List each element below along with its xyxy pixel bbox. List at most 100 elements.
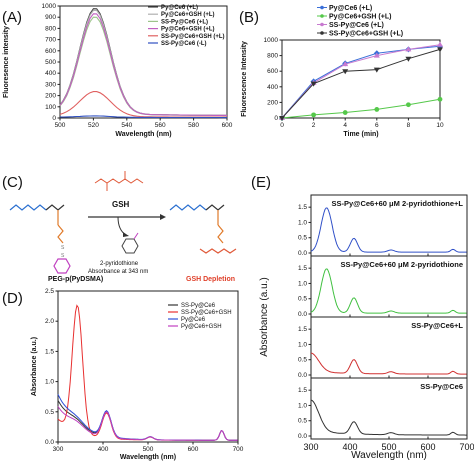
chart-e: (E) Wavelength (nm) Absorbance (a.u.) 0.0 0… xyxy=(251,174,474,461)
chart-d-x-tick-label: 700 xyxy=(233,446,244,453)
chart-a-y-tick-label: 100 xyxy=(45,104,56,111)
product-label: 2-pyridothione xyxy=(100,261,139,267)
chart-a-x-tick-label: 600 xyxy=(222,122,233,129)
product-polymer-structure xyxy=(169,204,237,254)
chart-b-y-tick-label: 1000 xyxy=(264,37,279,44)
chart-b-y-tick-label: 200 xyxy=(267,99,278,106)
scheme-c: (C) S S PEG-p(PyDSMA) GSH 2-pyridothione… xyxy=(2,171,237,283)
reagent-label: GSH xyxy=(112,200,130,209)
chart-a-y-tick-label: 500 xyxy=(45,59,56,66)
chart-e-series-line xyxy=(310,352,467,375)
chart-d-legend-label: Py@Ce6 xyxy=(181,317,206,323)
chart-a-y-tick-label: 900 xyxy=(45,14,56,21)
chart-e-y-tick-label: 1.0 xyxy=(298,402,307,409)
chart-a-series-line xyxy=(59,13,227,116)
chart-d-x-tick-label: 500 xyxy=(143,446,154,453)
chart-a-y-tick-label: 400 xyxy=(45,70,56,77)
chart-b-point xyxy=(373,52,380,58)
chart-a-y-tick-label: 200 xyxy=(45,93,56,100)
side-arrow xyxy=(117,216,127,236)
chart-e-y-tick-label: 1.0 xyxy=(298,219,307,226)
chart-b-point xyxy=(310,81,317,87)
chart-a-y-tick-label: 600 xyxy=(45,48,56,55)
chart-d-x-tick-label: 600 xyxy=(188,446,199,453)
chart-b-plot-frame xyxy=(281,39,441,119)
chart-e-y-tick-label: 1.5 xyxy=(298,387,307,394)
chart-b-point xyxy=(437,47,443,53)
chart-e-y-tick-label: 1.5 xyxy=(298,326,307,333)
chart-e-panel-label: SS-Py@Ce6+L xyxy=(411,321,463,330)
chart-a-legend-label: SS-Py@Ce6 (+L) xyxy=(161,19,208,25)
chart-b-point xyxy=(405,56,412,62)
chart-b-legend-marker xyxy=(320,22,324,27)
panel-label-a: (A) xyxy=(2,9,22,26)
chart-a-x-label: Wavelength (nm) xyxy=(115,131,171,138)
chart-b: (B) 0 2 4 6 8 10 0 200 400 600 800 1000 Time (min) Fl… xyxy=(239,5,444,138)
depletion-label: GSH Depletion xyxy=(186,276,235,283)
chart-e-x-tick-label: 300 xyxy=(303,442,318,452)
chart-a-y-tick-label: 1000 xyxy=(42,3,57,10)
chart-e-series-line xyxy=(310,268,467,314)
panel-e: (E) Wavelength (nm) Absorbance (a.u.) 0.0 0… xyxy=(245,165,474,462)
panel-d: (D) 300 400 500 600 700 0.0 0.5 1.0 1.5 2.0 2.5 Wav… xyxy=(0,285,245,462)
chart-a-x-tick-label: 540 xyxy=(121,122,132,129)
chart-a-legend-label: SS-Py@Ce6+GSH (+L) xyxy=(161,34,225,40)
chart-b-legend-marker xyxy=(320,14,324,18)
chart-e-y-tick-label: 1.0 xyxy=(298,341,307,348)
chart-b-legend-marker xyxy=(320,31,324,35)
chart-d-legend-label: Py@Ce6+GSH xyxy=(181,324,222,330)
chart-b-legend-label: SS-Py@Ce6 (+L) xyxy=(329,22,384,29)
chart-e-y-tick-label: 0.5 xyxy=(298,296,307,303)
chart-e-series-line xyxy=(310,399,467,436)
arrow-head xyxy=(160,214,166,220)
chart-e-y-tick-label: 0.0 xyxy=(298,433,307,440)
chart-d-x-tick-label: 300 xyxy=(53,446,64,453)
chart-e-panel-label: SS-Py@Ce6+60 μM 2-pyridothione+L xyxy=(331,199,463,208)
chart-a-legend-label: Py@Ce6+GSH (+L) xyxy=(161,27,215,33)
chart-b-legend-label: Py@Ce6 (+L) xyxy=(329,5,372,12)
chart-b-series-line xyxy=(281,48,441,119)
chart-b-x-tick-label: 0 xyxy=(280,122,284,129)
chart-d-series-line xyxy=(57,406,238,441)
chart-b-point xyxy=(405,46,412,52)
chart-a-y-tick-label: 700 xyxy=(45,37,56,44)
svg-text:S: S xyxy=(61,253,65,259)
chart-d-y-tick-label: 2.5 xyxy=(45,288,54,295)
gsh-structure xyxy=(94,171,144,191)
chart-e-x-tick-label: 500 xyxy=(381,442,396,452)
chart-b-y-tick-label: 0 xyxy=(274,115,278,122)
chart-b-point xyxy=(373,67,380,73)
chart-e-x-tick-label: 700 xyxy=(459,442,474,452)
chart-b-y-label: Fluorescence Intensity xyxy=(241,41,248,117)
chart-b-series-line xyxy=(281,44,441,119)
chart-b-point xyxy=(437,96,443,102)
chart-b-x-tick-label: 6 xyxy=(375,122,379,129)
chart-a-legend-label: Py@Ce6 (+L) xyxy=(161,5,198,11)
chart-b-legend-marker xyxy=(320,5,324,10)
chart-a-x-tick-label: 500 xyxy=(55,122,66,129)
chart-a-series-line xyxy=(60,115,227,119)
chart-b-x-tick-label: 2 xyxy=(312,122,316,129)
chart-e-y-tick-label: 0.5 xyxy=(298,235,307,242)
panel-label-e: (E) xyxy=(251,174,271,191)
chart-e-series-line xyxy=(310,207,467,253)
chart-a-x-tick-label: 560 xyxy=(155,122,166,129)
chart-b-legend-label: Py@Ce6+GSH (+L) xyxy=(329,14,391,21)
chart-e-x-tick-label: 600 xyxy=(420,442,435,452)
chart-d-y-tick-label: 1.0 xyxy=(45,379,54,386)
pyridothione-structure xyxy=(121,232,139,254)
chart-e-y-tick-label: 0.0 xyxy=(298,250,307,257)
chart-d-series-line xyxy=(57,400,238,441)
chart-d-series-line xyxy=(57,394,238,441)
chart-d-x-label: Wavelength (nm) xyxy=(120,454,176,461)
chart-e-y-tick-label: 0.5 xyxy=(298,418,307,425)
chart-b-y-tick-label: 800 xyxy=(267,53,278,60)
chart-b-x-tick-label: 4 xyxy=(343,122,347,129)
chart-b-point xyxy=(406,102,411,108)
chart-b-series-line xyxy=(281,98,441,119)
panel-c: (C) S S PEG-p(PyDSMA) GSH 2-pyridothione… xyxy=(0,165,245,285)
chart-a-y-tick-label: 300 xyxy=(45,81,56,88)
chart-a-legend-label: SS-Py@Ce6 (-L) xyxy=(161,41,207,47)
chart-d: (D) 300 400 500 600 700 0.0 0.5 1.0 1.5 2.0 2.5 Wav… xyxy=(2,288,244,461)
panel-label-c: (C) xyxy=(2,174,23,191)
